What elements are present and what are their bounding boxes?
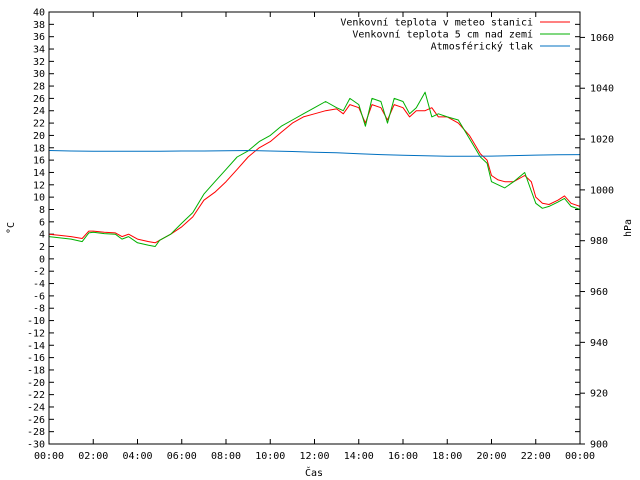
x-axis-ticks: 00:00 02:00 04:00 06:00 08:00 10:00 12:00 14:00… <box>34 12 595 462</box>
x-tick-label: 12:00 <box>299 451 329 462</box>
x-tick-label: 14:00 <box>344 451 374 462</box>
y-tick-label: 22 <box>33 119 45 130</box>
x-tick-label: 16:00 <box>388 451 418 462</box>
y-tick-label: 8 <box>39 205 45 216</box>
y-tick-label: 10 <box>33 193 45 204</box>
y2-tick-label: 980 <box>590 236 608 247</box>
y-tick-label: 6 <box>39 217 45 228</box>
y-tick-label: -14 <box>27 341 45 352</box>
y2-tick-label: 1000 <box>590 185 614 196</box>
y-tick-label: 0 <box>39 254 45 265</box>
y2-tick-label: 920 <box>590 389 608 400</box>
y-tick-label: -18 <box>27 365 45 376</box>
y-tick-label: -12 <box>27 328 45 339</box>
y2-tick-label: 1020 <box>590 135 614 146</box>
y-tick-label: 28 <box>33 82 45 93</box>
y-tick-label: 36 <box>33 32 45 43</box>
y-tick-label: 18 <box>33 143 45 154</box>
y2-tick-label: 1060 <box>590 33 614 44</box>
y-tick-label: 24 <box>33 106 45 117</box>
x-tick-label: 00:00 <box>565 451 595 462</box>
y-axis-title: °C <box>6 222 17 234</box>
y-tick-label: -26 <box>27 415 45 426</box>
y-tick-label: -2 <box>33 267 45 278</box>
y-tick-label: 2 <box>39 242 45 253</box>
y2-tick-label: 1040 <box>590 84 614 95</box>
y-tick-label: 26 <box>33 94 45 105</box>
y-tick-label: 12 <box>33 180 45 191</box>
y-tick-label: 34 <box>33 45 45 56</box>
legend-label: Venkovní teplota 5 cm nad zemí <box>352 29 533 41</box>
y2-axis-title: hPa <box>623 219 634 237</box>
y-tick-label: -4 <box>33 279 45 290</box>
y-tick-label: -30 <box>27 440 45 451</box>
y-tick-label: 38 <box>33 20 45 31</box>
y-tick-label: -28 <box>27 427 45 438</box>
x-tick-label: 20:00 <box>476 451 506 462</box>
legend-label: Venkovní teplota v meteo stanici <box>340 17 533 29</box>
legend-label: Atmosférický tlak <box>431 41 533 53</box>
y-tick-label: -24 <box>27 402 45 413</box>
y2-tick-label: 940 <box>590 338 608 349</box>
x-tick-label: 08:00 <box>211 451 241 462</box>
series-layer <box>48 91 581 247</box>
y-axis-right-ticks: 900 920 940 960 980 1000 1020 1040 1060 <box>580 33 614 451</box>
y-tick-label: -10 <box>27 316 45 327</box>
y-tick-label: 4 <box>39 230 45 241</box>
legend: Venkovní teplota v meteo staniciVenkovní… <box>340 17 570 53</box>
y-tick-label: 32 <box>33 57 45 68</box>
y-tick-label: 40 <box>33 8 45 19</box>
plot-frame <box>48 11 581 445</box>
x-tick-label: 04:00 <box>122 451 152 462</box>
y2-tick-label: 900 <box>590 440 608 451</box>
y2-tick-label: 960 <box>590 287 608 298</box>
y-tick-label: -16 <box>27 353 45 364</box>
x-tick-label: 02:00 <box>78 451 108 462</box>
series-line-2 <box>48 150 581 157</box>
x-tick-label: 00:00 <box>34 451 64 462</box>
x-axis-title: Čas <box>305 466 323 479</box>
x-tick-label: 18:00 <box>432 451 462 462</box>
y-tick-label: -6 <box>33 291 45 302</box>
y-tick-label: -22 <box>27 390 45 401</box>
y-tick-label: 20 <box>33 131 45 142</box>
x-tick-label: 22:00 <box>521 451 551 462</box>
y-axis-left-ticks: -30-28-26-24-22-20-18-16-14-12-10-8-6-4-… <box>27 8 580 451</box>
y-tick-label: 30 <box>33 69 45 80</box>
y-tick-label: -20 <box>27 378 45 389</box>
y-tick-label: -8 <box>33 304 45 315</box>
x-tick-label: 10:00 <box>255 451 285 462</box>
y-tick-label: 16 <box>33 156 45 167</box>
series-line-0 <box>48 104 581 244</box>
x-tick-label: 06:00 <box>167 451 197 462</box>
y-tick-label: 14 <box>33 168 45 179</box>
series-line-1 <box>48 91 581 247</box>
